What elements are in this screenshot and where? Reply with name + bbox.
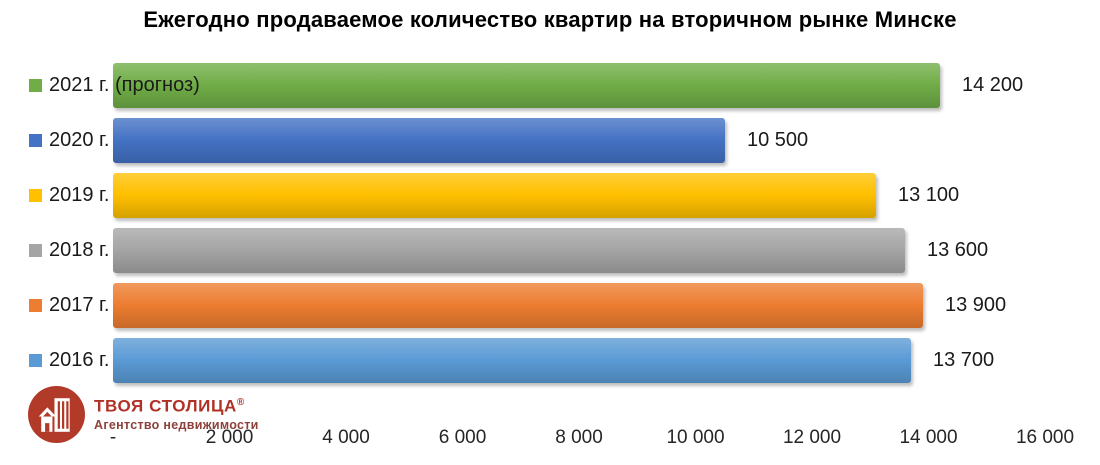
category-label-text: 2017 г. [49, 294, 110, 316]
value-label: 13 100 [898, 184, 960, 206]
x-tick-label: 2 000 [205, 427, 254, 448]
brand-name: ТВОЯ СТОЛИЦА® [94, 393, 259, 416]
category-label-2017: 2017 г. [29, 283, 109, 328]
x-tick-label: - [109, 427, 117, 448]
brand-name-label: ТВОЯ СТОЛИЦА [94, 396, 237, 416]
legend-marker-icon [29, 299, 42, 312]
brand-tagline: Агентство недвижимости [94, 417, 259, 432]
bar-2017 [113, 283, 923, 328]
category-label-2021: 2021 г. (прогноз) [29, 63, 200, 108]
bar-2018 [113, 228, 905, 273]
bar-2019 [113, 173, 876, 218]
category-label-text: 2019 г. [49, 184, 110, 206]
chart-title: Ежегодно продаваемое количество квартир … [143, 7, 957, 32]
legend-marker-icon [29, 79, 42, 92]
value-label: 13 700 [933, 349, 995, 371]
brand-logo-text: ТВОЯ СТОЛИЦА® Агентство недвижимости [94, 386, 259, 432]
legend-marker-icon [29, 134, 42, 147]
x-tick-label: 6 000 [438, 427, 487, 448]
category-label-text: 2016 г. [49, 349, 110, 371]
x-tick-label: 8 000 [555, 427, 603, 448]
category-label-2020: 2020 г. [29, 118, 109, 163]
brand-logo-house-icon [28, 386, 85, 443]
x-tick-label: 14 000 [899, 427, 958, 448]
x-tick-label: 10 000 [666, 427, 725, 448]
brand-logo: ТВОЯ СТОЛИЦА® Агентство недвижимости [28, 386, 259, 443]
x-tick-label: 4 000 [322, 427, 370, 448]
category-label-text: 2020 г. [49, 129, 110, 151]
category-label-2018: 2018 г. [29, 228, 109, 273]
category-label-text: 2021 г. (прогноз) [49, 74, 200, 96]
category-label-2016: 2016 г. [29, 338, 109, 383]
x-tick-label: 16 000 [1015, 427, 1075, 448]
value-label: 10 500 [747, 129, 809, 151]
bar-2021 [113, 63, 940, 108]
category-label-text: 2018 г. [49, 239, 110, 261]
bar-2020 [113, 118, 725, 163]
value-label: 14 200 [962, 74, 1024, 96]
bar-2016 [113, 338, 911, 383]
x-tick-label: 12 000 [782, 427, 842, 448]
legend-marker-icon [29, 354, 42, 367]
registered-mark: ® [236, 397, 245, 408]
value-label: 13 900 [945, 294, 1007, 316]
legend-marker-icon [29, 244, 42, 257]
value-label: 13 600 [927, 239, 989, 261]
legend-marker-icon [29, 189, 42, 202]
category-label-2019: 2019 г. [29, 173, 109, 218]
